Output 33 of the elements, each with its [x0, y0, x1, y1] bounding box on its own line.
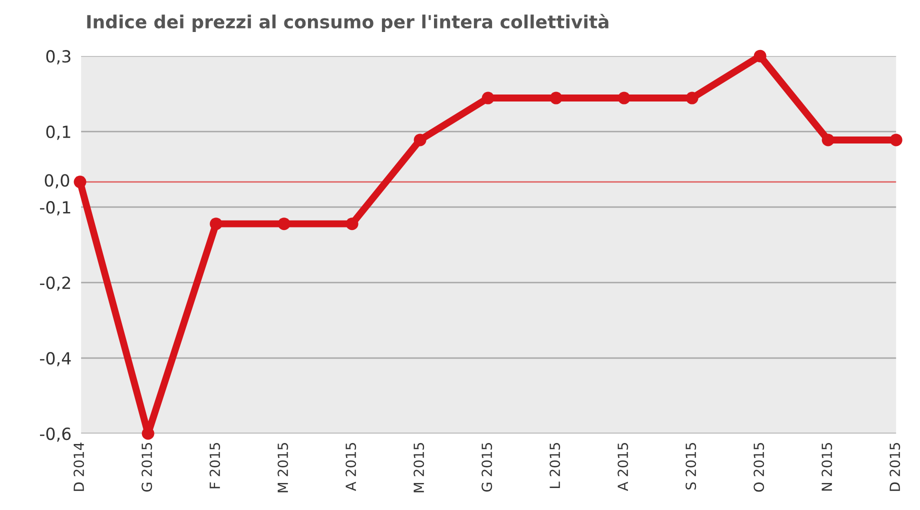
x-tick-label: A 2015	[346, 443, 356, 491]
x-tick-label: G 2015	[482, 443, 492, 492]
x-tick-label: G 2015	[142, 443, 152, 492]
point	[822, 134, 834, 146]
x-tick-label: O 2015	[754, 443, 764, 492]
y-tick-label: 0,3	[46, 50, 70, 64]
point	[550, 92, 562, 104]
x-tick-label: D 2015	[890, 443, 900, 491]
x-tick-label: F 2015	[210, 443, 220, 488]
point	[210, 218, 222, 230]
x-tick-label: N 2015	[822, 443, 832, 491]
y-tick-label: -0,6	[40, 427, 71, 442]
point	[618, 92, 630, 104]
x-tick-label: M 2015	[278, 443, 288, 492]
point	[686, 92, 698, 104]
x-tick-label: M 2015	[414, 443, 424, 492]
point	[74, 176, 86, 188]
point	[278, 218, 290, 230]
x-tick-label: S 2015	[686, 443, 696, 490]
point	[346, 218, 358, 230]
y-tick-label: -0,1	[40, 201, 70, 216]
y-tick-label: 0,1	[46, 126, 70, 140]
y-tick-label: -0,2	[40, 276, 70, 291]
chart-title: Indice dei prezzi al consumo per l'intera collettività	[87, 14, 608, 32]
x-tick-label: L 2015	[550, 443, 560, 488]
point	[414, 134, 426, 146]
point	[482, 92, 494, 104]
point	[890, 134, 902, 146]
y-tick-label: -0,4	[40, 352, 71, 366]
point	[754, 50, 766, 62]
ref-line-label: 0,0	[44, 174, 70, 188]
x-tick-label: D 2014	[74, 442, 84, 491]
x-tick-label: A 2015	[618, 443, 628, 491]
